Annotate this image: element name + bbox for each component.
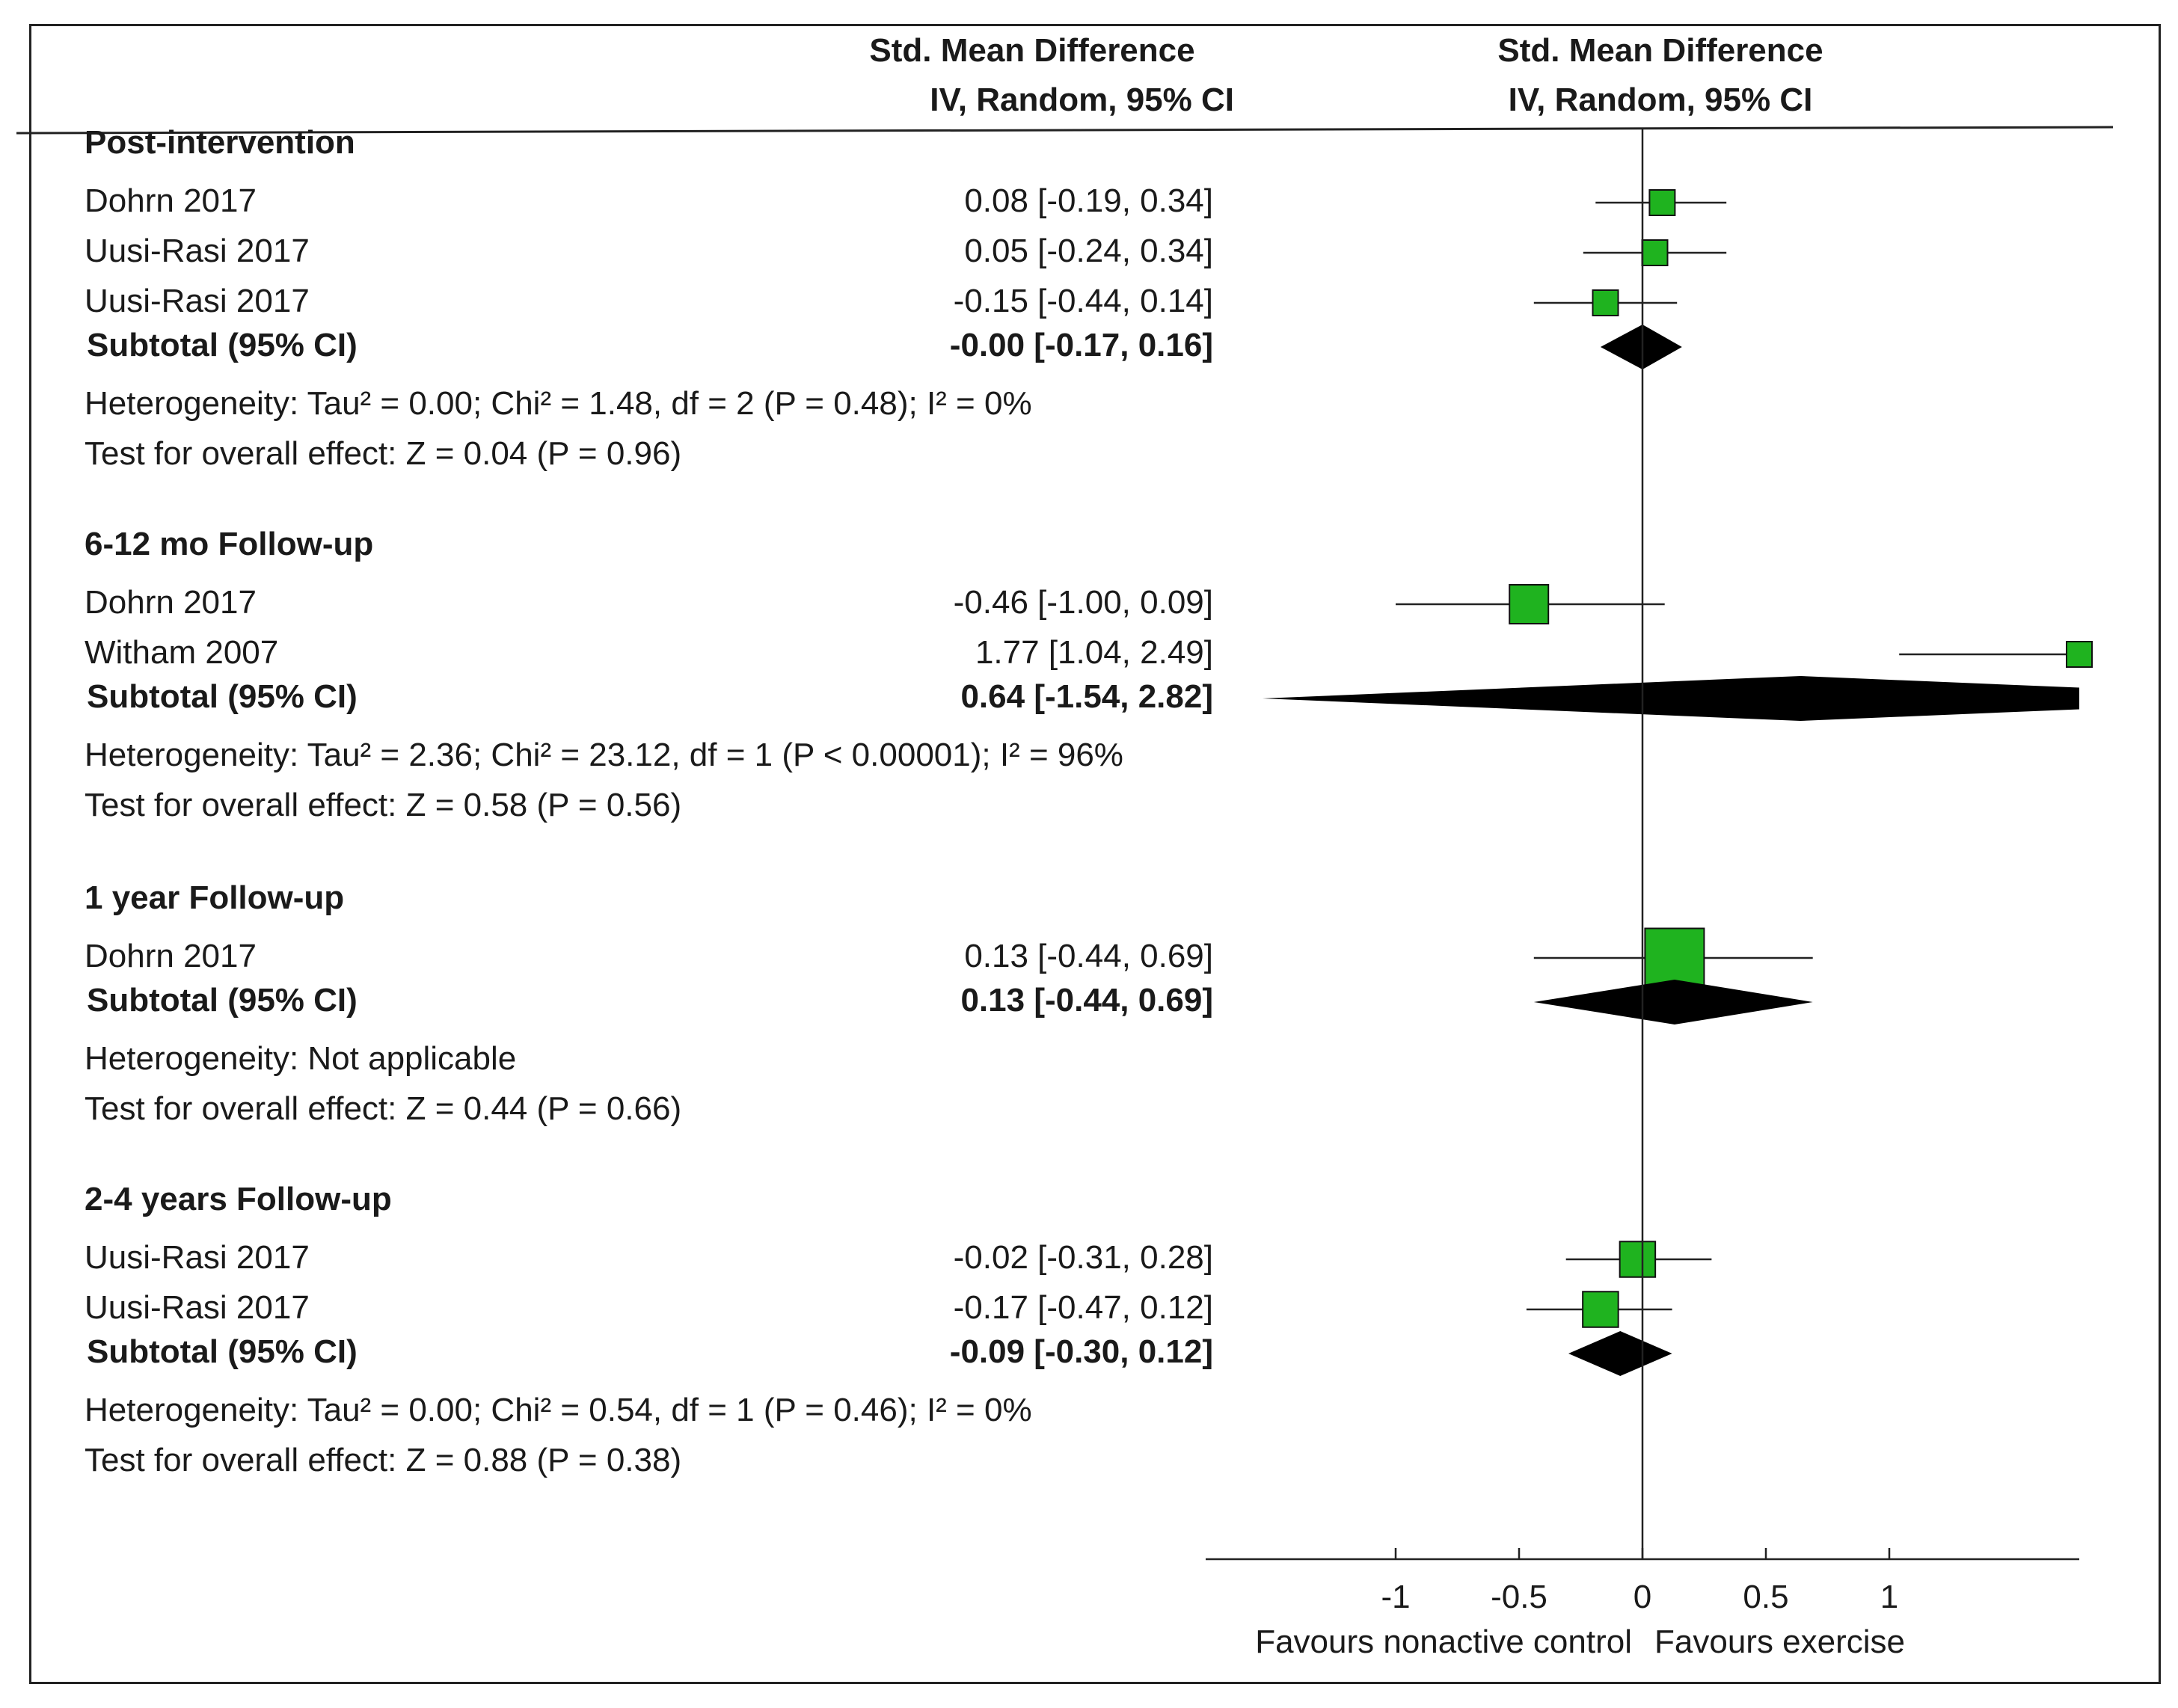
subtotal-estimate: -0.09 [-0.30, 0.12] (950, 1333, 1213, 1370)
study-estimate: 0.05 [-0.24, 0.34] (964, 233, 1213, 269)
study-label: Uusi-Rasi 2017 (85, 233, 310, 269)
study-estimate: 0.08 [-0.19, 0.34] (964, 182, 1213, 219)
study-marker (1641, 239, 1669, 266)
overall-effect-text: Test for overall effect: Z = 0.58 (P = 0… (85, 787, 681, 823)
study-estimate: 1.77 [1.04, 2.49] (975, 634, 1213, 671)
overall-effect-text: Test for overall effect: Z = 0.88 (P = 0… (85, 1442, 681, 1478)
study-estimate: -0.17 [-0.47, 0.12] (954, 1289, 1213, 1326)
x-tick-label: -1 (1381, 1579, 1410, 1615)
heterogeneity-text: Heterogeneity: Tau² = 0.00; Chi² = 0.54,… (85, 1392, 1032, 1428)
subtotal-estimate: -0.00 [-0.17, 0.16] (950, 327, 1213, 363)
study-marker (1644, 927, 1705, 989)
study-estimate: -0.15 [-0.44, 0.14] (954, 283, 1213, 319)
overall-effect-text: Test for overall effect: Z = 0.04 (P = 0… (85, 435, 681, 472)
study-marker (1648, 189, 1676, 216)
study-marker (1509, 584, 1550, 624)
study-label: Uusi-Rasi 2017 (85, 283, 310, 319)
study-label: Dohrn 2017 (85, 182, 257, 219)
subtotal-diamond (1600, 325, 1682, 369)
group-title: 1 year Follow-up (85, 879, 344, 916)
study-label: Dohrn 2017 (85, 938, 257, 974)
subtotal-diamond (1263, 676, 2079, 721)
x-tick-label: 1 (1880, 1579, 1898, 1615)
left-header-title: Std. Mean Difference (869, 32, 1194, 69)
axis-layer: -1 -0.5 0 0.5 1 Favours nonactive control Favo… (1206, 129, 2079, 1660)
study-estimate: -0.02 [-0.31, 0.28] (954, 1239, 1213, 1276)
overall-effect-text: Test for overall effect: Z = 0.44 (P = 0… (85, 1090, 681, 1127)
study-marker (1582, 1291, 1619, 1328)
rows-layer: Post-intervention Dohrn 2017 0.08 [-0.19, … (85, 124, 2093, 1478)
group-title: Post-intervention (85, 124, 355, 161)
subtotal-label: Subtotal (95% CI) (87, 327, 358, 363)
x-tick-label: 0 (1634, 1579, 1651, 1615)
subtotal-label: Subtotal (95% CI) (87, 982, 358, 1019)
subtotal-diamond (1568, 1331, 1672, 1376)
study-label: Uusi-Rasi 2017 (85, 1289, 310, 1326)
x-tick-label: -0.5 (1491, 1579, 1547, 1615)
subtotal-diamond (1533, 980, 1813, 1025)
study-estimate: -0.46 [-1.00, 0.09] (954, 584, 1213, 621)
group-title: 6-12 mo Follow-up (85, 526, 373, 562)
study-marker (2066, 641, 2093, 668)
axis-left-label: Favours nonactive control (1255, 1623, 1632, 1660)
left-header-subtitle: IV, Random, 95% CI (930, 82, 1234, 118)
study-marker (1619, 1241, 1657, 1278)
right-header-title: Std. Mean Difference (1497, 32, 1823, 69)
figure-frame (29, 24, 2161, 1684)
study-label: Uusi-Rasi 2017 (85, 1239, 310, 1276)
subtotal-estimate: 0.13 [-0.44, 0.69] (960, 982, 1213, 1019)
x-tick-label: 0.5 (1743, 1579, 1788, 1615)
study-label: Dohrn 2017 (85, 584, 257, 621)
study-estimate: 0.13 [-0.44, 0.69] (964, 938, 1213, 974)
heterogeneity-text: Heterogeneity: Tau² = 2.36; Chi² = 23.12… (85, 737, 1123, 773)
group-title: 2-4 years Follow-up (85, 1181, 392, 1217)
heterogeneity-text: Heterogeneity: Not applicable (85, 1040, 516, 1077)
subtotal-label: Subtotal (95% CI) (87, 678, 358, 715)
study-label: Witham 2007 (85, 634, 278, 671)
subtotal-estimate: 0.64 [-1.54, 2.82] (960, 678, 1213, 715)
axis-right-label: Favours exercise (1654, 1623, 1905, 1660)
right-header-subtitle: IV, Random, 95% CI (1509, 82, 1813, 118)
heterogeneity-text: Heterogeneity: Tau² = 0.00; Chi² = 1.48,… (85, 385, 1032, 422)
subtotal-label: Subtotal (95% CI) (87, 1333, 358, 1370)
header-rule (16, 126, 2114, 135)
study-marker (1592, 289, 1619, 316)
